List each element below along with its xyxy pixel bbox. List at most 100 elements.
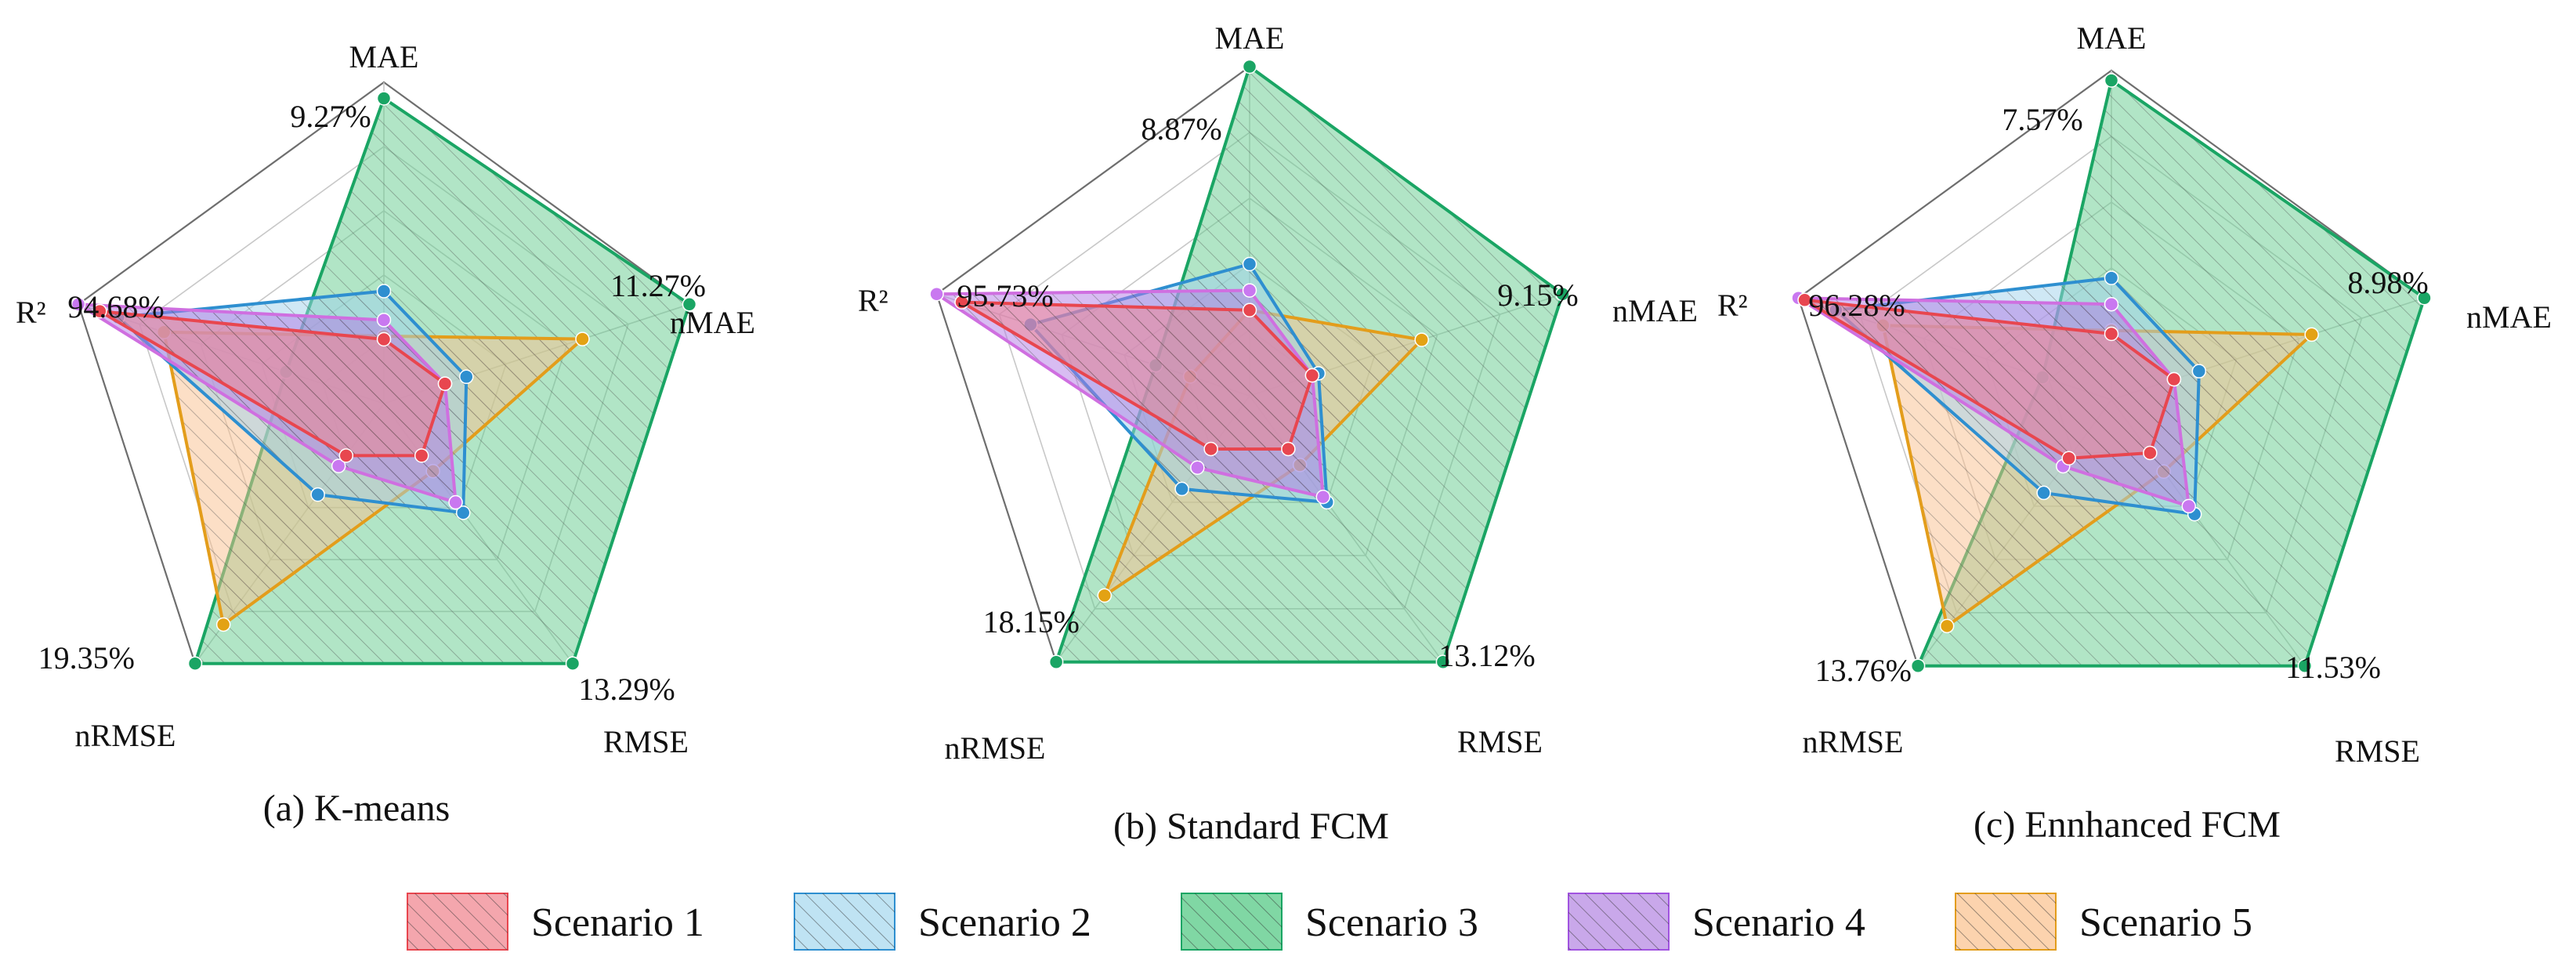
series-point — [2417, 290, 2432, 306]
series-point — [1555, 286, 1570, 302]
max-label-rmse: 11.53% — [2285, 650, 2381, 685]
series-scenario-1 — [92, 303, 453, 463]
max-label-r2: 96.28% — [1808, 288, 1905, 323]
max-label-rmse: 13.29% — [578, 672, 675, 707]
series-point — [71, 297, 86, 312]
series-point — [2104, 296, 2119, 312]
legend-item-scenario-5: Scenario 5 — [1955, 893, 2252, 951]
axis-label-r2: R² — [16, 295, 46, 330]
series-point — [1281, 441, 1296, 457]
series-point — [2036, 485, 2051, 501]
series-point — [376, 331, 392, 347]
series-point — [565, 656, 581, 671]
legend-item-scenario-2: Scenario 2 — [794, 893, 1091, 951]
series-point — [459, 369, 474, 385]
legend-swatch-hatch — [1956, 893, 2056, 950]
series-point — [1242, 302, 1257, 318]
series-point — [1190, 460, 1205, 475]
radar-axis-labels: MAE nMAE RMSE nRMSE R² 7.57% 8.98% 11.53… — [1717, 20, 2552, 769]
series-point — [1242, 256, 1257, 272]
legend-item-scenario-1: Scenario 1 — [407, 893, 704, 951]
max-label-mae: 7.57% — [2002, 102, 2082, 137]
legend-label: Scenario 3 — [1305, 900, 1478, 945]
max-label-rmse: 13.12% — [1438, 638, 1535, 673]
axis-label-rmse: RMSE — [1457, 724, 1543, 759]
max-label-mae: 8.87% — [1141, 111, 1221, 147]
series-outline — [1803, 298, 2176, 460]
series-point — [1242, 59, 1257, 74]
max-label-r2: 95.73% — [957, 278, 1053, 313]
series-point — [215, 617, 231, 632]
series-point — [1304, 368, 1320, 383]
series-point — [448, 494, 463, 510]
radar-series-group — [1791, 73, 2432, 674]
radar-axis-labels: MAE nMAE RMSE nRMSE R² 8.87% 9.15% 13.12… — [858, 20, 1698, 766]
series-point — [187, 656, 203, 671]
series-scenario-1 — [954, 295, 1320, 457]
legend-item-scenario-4: Scenario 4 — [1568, 893, 1865, 951]
radar-axis-labels: MAE nMAE RMSE nRMSE R² 9.27% 11.27% 13.2… — [16, 39, 755, 759]
legend-swatch-hatch — [1181, 893, 1282, 950]
series-point — [2104, 326, 2119, 342]
series-point — [376, 313, 392, 328]
axis-label-rmse: RMSE — [603, 724, 689, 759]
series-point — [437, 376, 453, 391]
max-label-mae: 9.27% — [290, 99, 371, 134]
panel-caption: (b) Standard FCM — [1113, 806, 1389, 847]
legend-item-scenario-3: Scenario 3 — [1181, 893, 1478, 951]
series-point — [2304, 327, 2319, 342]
axis-label-nmae: nMAE — [1612, 293, 1698, 328]
series-point — [376, 284, 392, 299]
axis-label-rmse: RMSE — [2335, 734, 2420, 769]
series-point — [310, 487, 325, 502]
series-point — [1315, 489, 1331, 505]
series-point — [929, 286, 944, 302]
legend-label: Scenario 1 — [531, 900, 704, 945]
series-point — [2104, 270, 2119, 285]
series-point — [1910, 658, 1926, 674]
series-point — [2061, 451, 2076, 466]
max-label-nrmse: 19.35% — [38, 640, 135, 676]
legend-label: Scenario 2 — [918, 900, 1091, 945]
radar-panel-standard-fcm: MAE nMAE RMSE nRMSE R² 8.87% 9.15% 13.12… — [858, 20, 1698, 847]
series-point — [455, 505, 471, 520]
series-point — [1414, 332, 1429, 347]
series-point — [2166, 371, 2182, 387]
series-point — [2297, 658, 2313, 674]
panel-caption: (a) K-means — [263, 788, 450, 829]
series-point — [1797, 292, 1812, 308]
legend-swatch-hatch — [794, 893, 895, 950]
series-point — [1048, 654, 1064, 670]
radar-panel-kmeans: MAE nMAE RMSE nRMSE R² 9.27% 11.27% 13.2… — [16, 39, 755, 829]
axis-label-nrmse: nRMSE — [75, 718, 176, 753]
series-scenario-1 — [1797, 292, 2182, 466]
axis-label-r2: R² — [1717, 288, 1748, 323]
max-label-nrmse: 18.15% — [983, 604, 1080, 639]
series-point — [1242, 283, 1257, 298]
series-point — [2104, 73, 2119, 88]
series-point — [2191, 364, 2207, 379]
legend: Scenario 1 Scenario 2 Scenario 3 Scenari… — [407, 893, 2252, 951]
series-point — [575, 331, 590, 346]
series-point — [682, 297, 697, 312]
series-point — [331, 458, 346, 473]
legend-swatch-hatch — [1568, 893, 1669, 950]
axis-label-nmae: nMAE — [670, 305, 755, 340]
series-outline — [98, 310, 447, 458]
max-label-nmae: 8.98% — [2347, 265, 2428, 300]
radar-series-group — [929, 59, 1570, 670]
axis-label-nmae: nMAE — [2466, 299, 2552, 335]
series-point — [1097, 588, 1113, 603]
series-point — [1174, 481, 1189, 497]
series-point — [338, 448, 354, 463]
radar-series-group — [71, 91, 697, 671]
radar-panel-enhanced-fcm: MAE nMAE RMSE nRMSE R² 7.57% 8.98% 11.53… — [1717, 20, 2552, 846]
series-point — [414, 448, 429, 463]
axis-label-nrmse: nRMSE — [945, 730, 1046, 766]
max-label-nrmse: 13.76% — [1815, 653, 1912, 688]
max-label-r2: 94.68% — [67, 289, 164, 324]
panel-caption: (c) Ennhanced FCM — [1974, 804, 2281, 846]
legend-label: Scenario 5 — [2079, 900, 2252, 945]
series-point — [2181, 498, 2196, 514]
